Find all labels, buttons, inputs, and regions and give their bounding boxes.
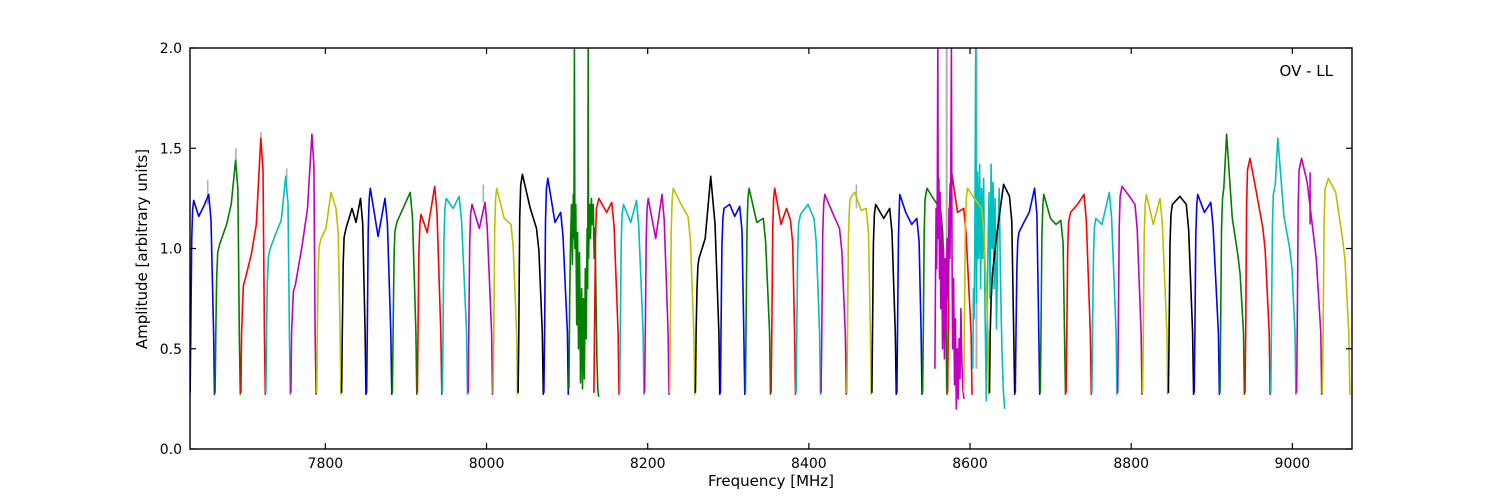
subband-trace <box>988 183 1016 395</box>
subband-trace <box>593 197 620 395</box>
subband-trace <box>467 201 494 395</box>
subband-trace <box>744 187 772 395</box>
subband-trace-noisy <box>568 48 600 397</box>
subband-trace <box>618 199 645 395</box>
subband-trace <box>340 197 367 395</box>
subband-trace <box>492 187 519 395</box>
subband-trace <box>517 173 545 395</box>
subband-trace <box>846 191 873 395</box>
x-tick-label: 8400 <box>791 456 827 472</box>
tick-labels-group: 7800 8000 8200 8400 8600 8800 9000 0.0 0.5 1.0 1.5… <box>160 41 1310 472</box>
subband-trace <box>1219 133 1246 395</box>
subband-trace <box>1167 195 1195 395</box>
y-tick-label: 0.0 <box>160 442 182 458</box>
corner-annotation: OV - LL <box>1279 62 1333 80</box>
y-tick-label: 1.0 <box>160 242 182 258</box>
subband-trace <box>1270 137 1297 395</box>
subband-trace-noisy <box>934 48 965 410</box>
x-axis-label: Frequency [MHz] <box>707 472 835 490</box>
subband-trace <box>1244 157 1271 395</box>
subband-trace <box>719 203 746 395</box>
subband-trace <box>1193 193 1221 395</box>
x-tick-label: 9000 <box>1275 456 1311 472</box>
subband-trace <box>643 193 670 395</box>
x-tick-label: 8600 <box>952 456 988 472</box>
subband-trace <box>1116 185 1143 395</box>
ticks-group <box>190 47 1352 450</box>
subband-trace <box>391 191 418 395</box>
subband-trace <box>1141 193 1169 395</box>
subband-trace <box>190 193 216 395</box>
subband-trace <box>1091 191 1118 395</box>
y-tick-label: 0.5 <box>160 342 182 358</box>
x-tick-label: 8000 <box>469 456 505 472</box>
subband-trace <box>896 193 923 395</box>
x-tick-label: 7800 <box>308 456 344 472</box>
subband-trace <box>770 187 797 395</box>
subband-trace <box>543 177 570 395</box>
x-tick-label: 8200 <box>630 456 666 472</box>
y-tick-label: 2.0 <box>160 41 182 57</box>
subband-trace <box>441 195 469 395</box>
subband-trace <box>668 187 696 395</box>
subband-trace <box>315 191 342 395</box>
subband-trace <box>962 187 990 395</box>
subband-trace <box>1065 193 1093 395</box>
subband-trace <box>795 203 822 395</box>
y-tick-label: 1.5 <box>160 141 182 157</box>
subband-trace <box>820 193 848 395</box>
subband-trace <box>1321 177 1351 395</box>
subband-trace <box>214 159 242 395</box>
subband-trace <box>1039 193 1067 395</box>
subband-trace <box>1295 157 1323 395</box>
subband-trace <box>265 175 292 395</box>
subband-trace <box>871 203 898 395</box>
subband-trace <box>290 133 317 395</box>
subband-trace <box>365 187 393 395</box>
subband-trace <box>240 137 267 395</box>
subband-trace <box>694 175 721 395</box>
y-axis-label: Amplitude [arbitrary units] <box>133 148 151 350</box>
series-group <box>190 48 1351 410</box>
subband-trace <box>1014 187 1041 395</box>
subband-trace <box>416 185 443 395</box>
x-tick-label: 8800 <box>1113 456 1149 472</box>
